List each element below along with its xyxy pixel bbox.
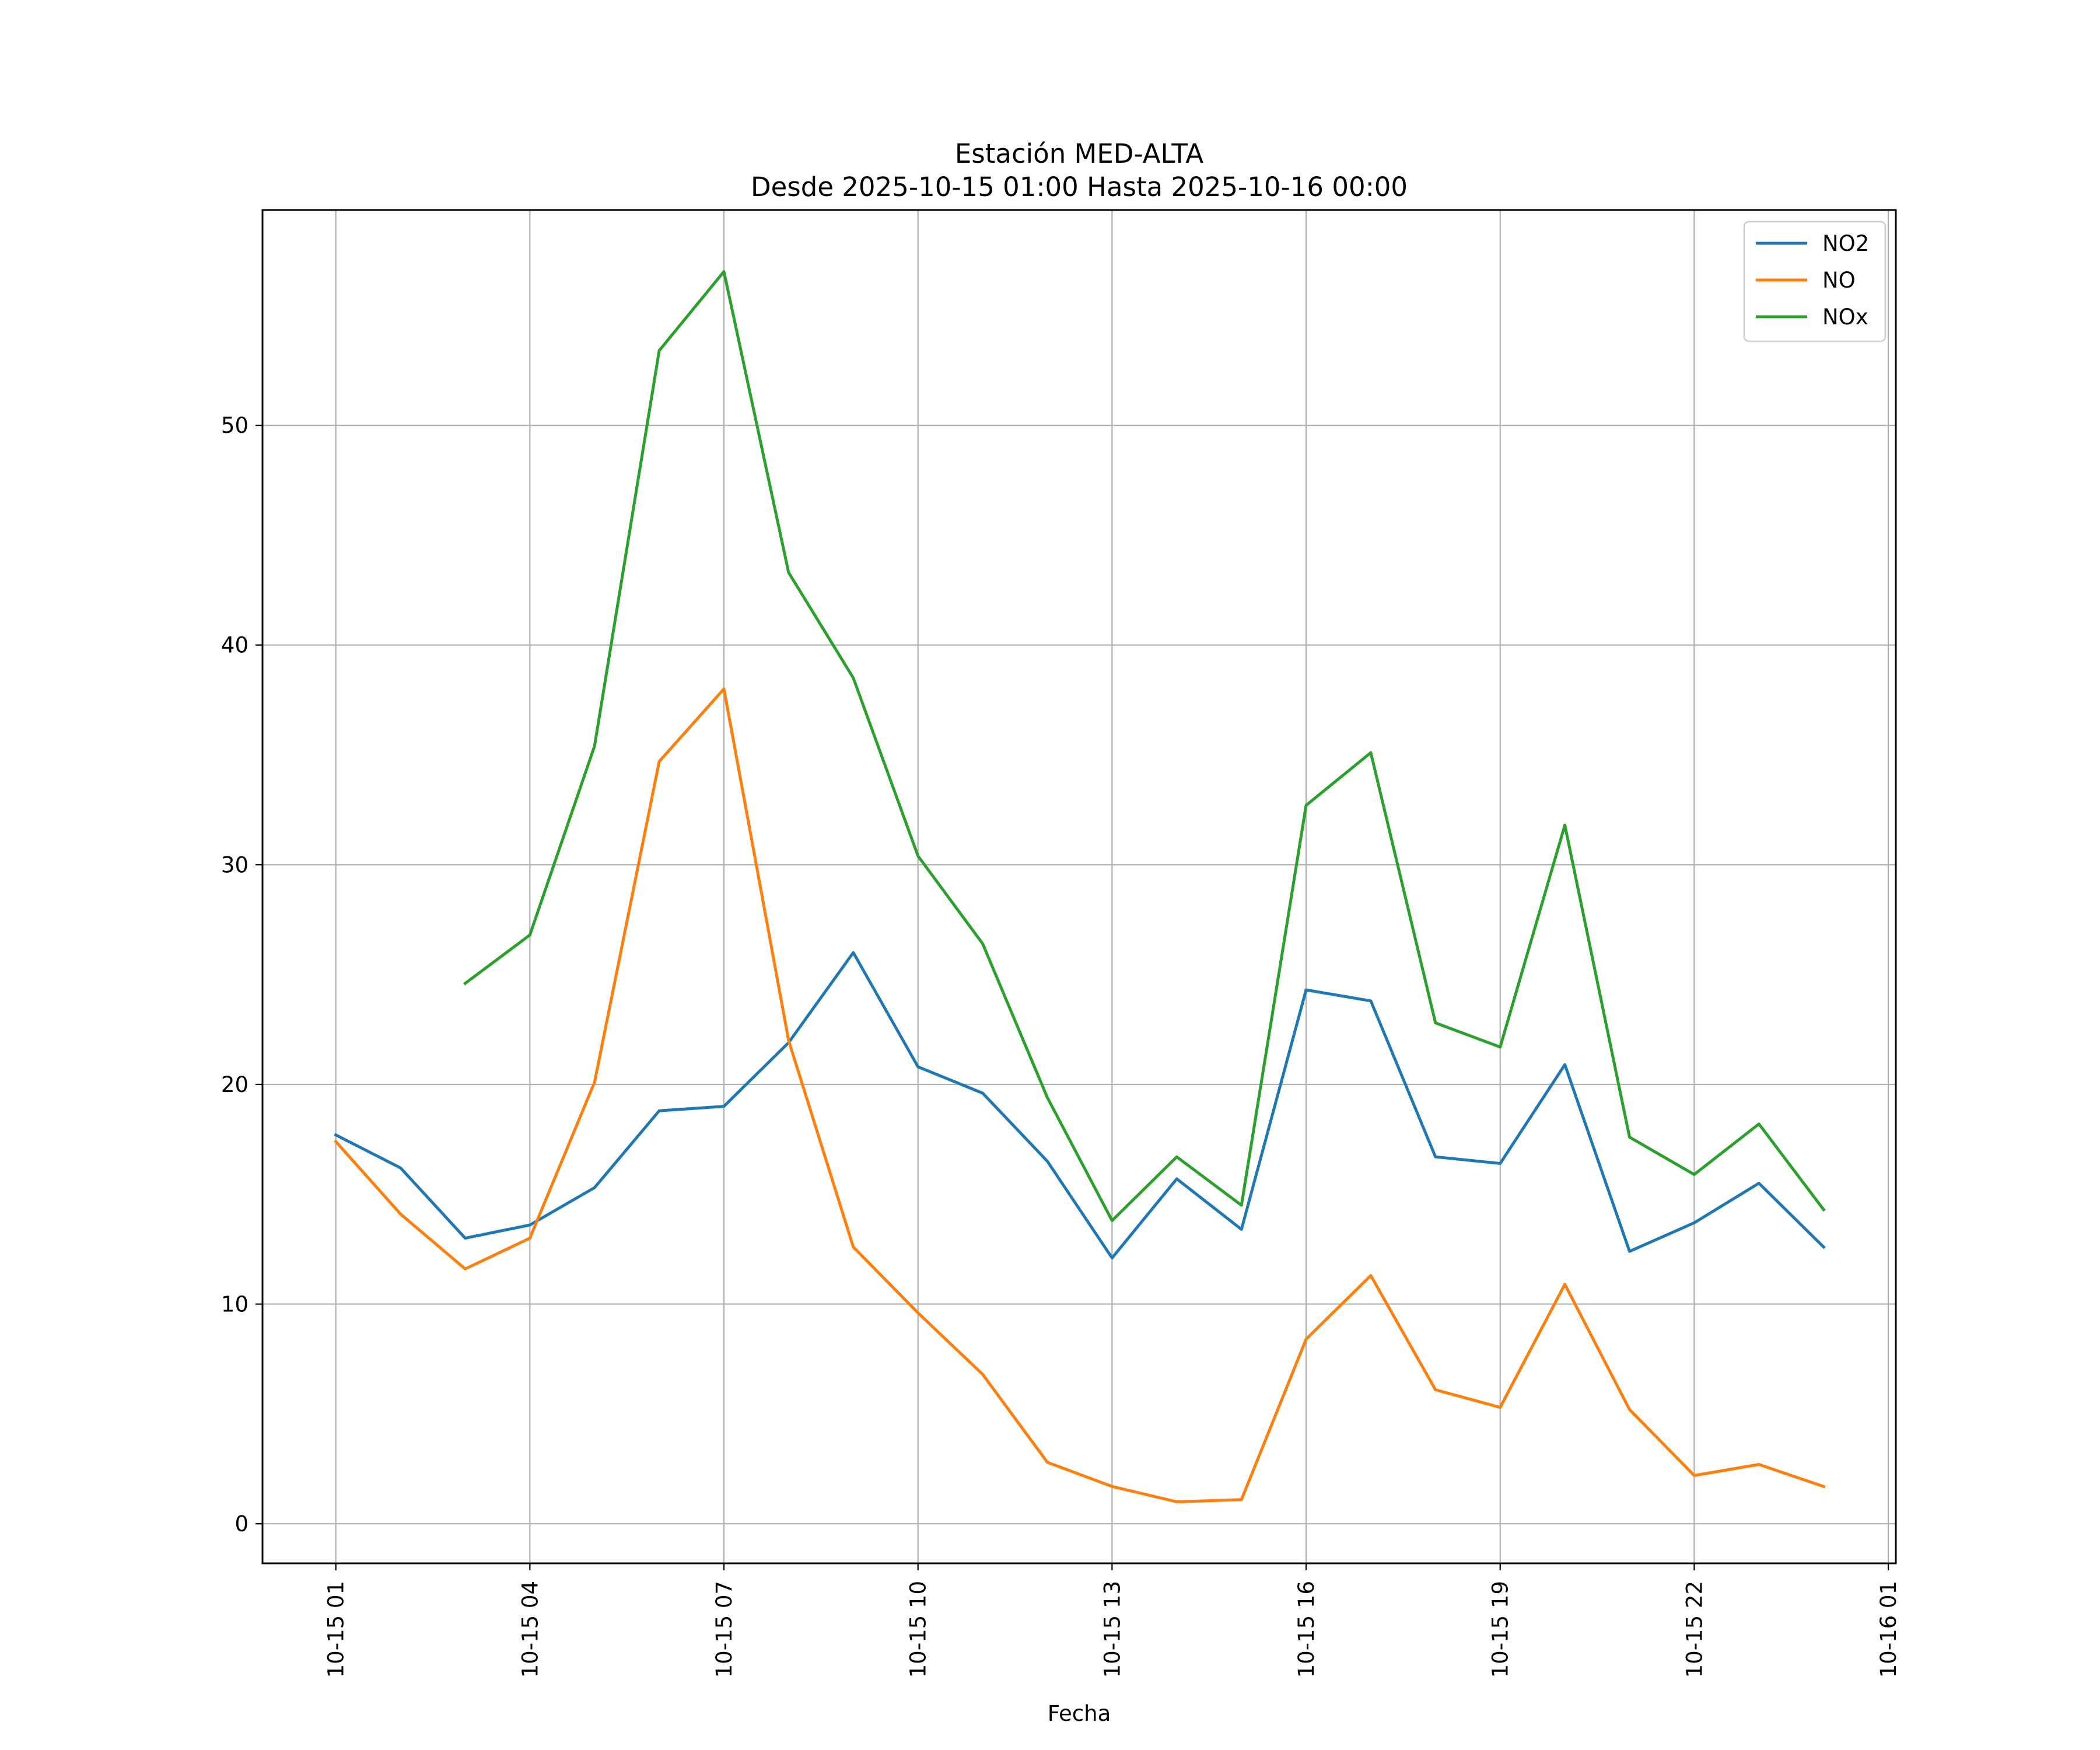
series-lines — [334, 270, 1826, 1503]
legend: NO2 NO NOx — [1743, 220, 1887, 342]
x-tick-label: 10-15 01 — [324, 1581, 349, 1678]
x-tick-label: 10-15 19 — [1488, 1581, 1513, 1678]
x-tick-label: 10-15 10 — [906, 1581, 931, 1678]
y-tick-label: 20 — [221, 1072, 249, 1097]
series-line-no2 — [334, 951, 1826, 1259]
plot-frame — [261, 209, 1897, 1564]
x-tick-label: 10-15 22 — [1682, 1581, 1707, 1678]
y-tick-label: 10 — [221, 1292, 249, 1317]
series-line-nox — [463, 270, 1826, 1222]
series-line-no — [334, 687, 1826, 1503]
chart-subtitle: Desde 2025-10-15 01:00 Hasta 2025-10-16 … — [751, 172, 1408, 202]
y-tick-label: 50 — [221, 413, 249, 438]
x-tick-label: 10-15 04 — [517, 1581, 542, 1678]
x-tick-label: 10-16 01 — [1876, 1581, 1901, 1678]
x-tick-label: 10-15 13 — [1100, 1581, 1125, 1678]
legend-box — [1743, 220, 1887, 342]
chart-title: Estación MED-ALTA — [955, 138, 1204, 169]
grid-lines — [262, 210, 1896, 1563]
x-axis-ticks: 10-15 01 10-15 04 10-15 07 10-15 10 10-15 13… — [324, 1563, 1901, 1678]
x-tick-label: 10-15 16 — [1294, 1581, 1319, 1678]
y-tick-label: 40 — [221, 633, 249, 658]
y-tick-label: 30 — [221, 852, 249, 877]
x-tick-label: 10-15 07 — [712, 1581, 737, 1678]
x-axis-label: Fecha — [1048, 1701, 1111, 1726]
legend-label-no2: NO2 — [1822, 231, 1869, 256]
legend-label-nox: NOx — [1822, 304, 1868, 330]
y-axis-ticks: 0 10 20 30 40 50 — [221, 413, 262, 1536]
legend-label-no: NO — [1822, 268, 1856, 293]
y-tick-label: 0 — [235, 1511, 249, 1536]
